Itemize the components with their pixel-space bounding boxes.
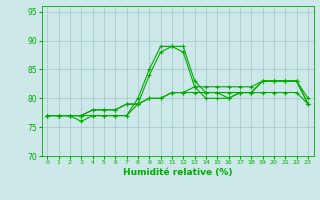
X-axis label: Humidité relative (%): Humidité relative (%) — [123, 168, 232, 177]
